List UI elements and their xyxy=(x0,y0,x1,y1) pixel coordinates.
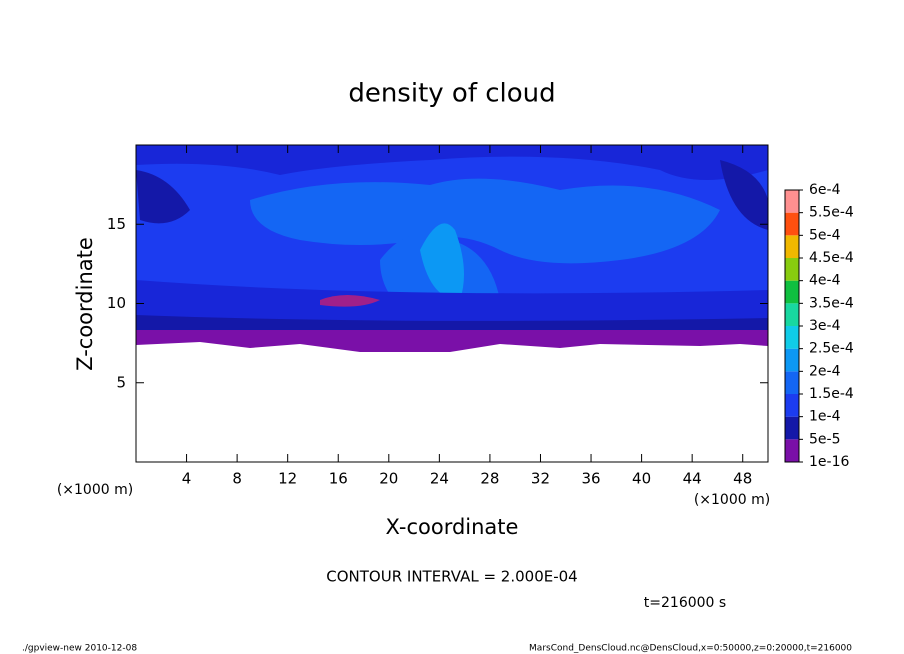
x-tick-label: 8 xyxy=(232,470,242,488)
footer-left: ./gpview-new 2010-12-08 xyxy=(22,644,137,654)
x-tick-label: 32 xyxy=(531,470,550,488)
colorbar-label: 5e-4 xyxy=(809,227,841,243)
colorbar-label: 1e-4 xyxy=(809,409,841,425)
x-unit: (×1000 m) xyxy=(694,492,770,508)
colorbar-box xyxy=(785,371,799,394)
colorbar-box xyxy=(785,439,799,462)
colorbar-box xyxy=(785,303,799,326)
colorbar-box xyxy=(785,394,799,417)
colorbar-label: 2e-4 xyxy=(809,363,841,379)
contour-interval: CONTOUR INTERVAL = 2.000E-04 xyxy=(326,568,577,586)
colorbar-box xyxy=(785,416,799,440)
x-tick-label: 4 xyxy=(182,470,192,488)
x-tick-label: 24 xyxy=(430,470,449,488)
x-tick-label: 20 xyxy=(379,470,398,488)
colorbar-box xyxy=(785,258,799,281)
colorbar-label: 5.5e-4 xyxy=(809,205,854,221)
colorbar-label: 1e-16 xyxy=(809,454,849,470)
colorbar-box xyxy=(785,212,799,236)
footer-right: MarsCond_DensCloud.nc@DensCloud,x=0:5000… xyxy=(529,644,852,654)
x-tick-label: 28 xyxy=(480,470,499,488)
colorbar-box xyxy=(785,190,799,213)
colorbar-label: 1.5e-4 xyxy=(809,386,854,402)
chart-title: density of cloud xyxy=(348,79,555,109)
colorbar-label: 2.5e-4 xyxy=(809,341,854,357)
colorbar-label: 5e-5 xyxy=(809,431,840,447)
colorbar-label: 3.5e-4 xyxy=(809,295,854,311)
y-tick-label: 15 xyxy=(107,215,126,233)
colorbar-box xyxy=(785,326,799,349)
x-axis-label: X-coordinate xyxy=(386,515,519,539)
colorbar-box xyxy=(785,280,799,304)
y-tick-label: 5 xyxy=(116,373,126,391)
colorbar-box xyxy=(785,235,799,258)
x-tick-label: 36 xyxy=(581,470,600,488)
y-tick-label: 10 xyxy=(107,294,126,312)
time-label: t=216000 s xyxy=(644,595,726,611)
colorbar-label: 4e-4 xyxy=(809,273,841,289)
y-unit: (×1000 m) xyxy=(57,482,133,498)
colorbar-label: 4.5e-4 xyxy=(809,250,854,266)
colorbar-label: 6e-4 xyxy=(809,182,841,198)
contour-field xyxy=(136,145,768,462)
x-tick-label: 12 xyxy=(278,470,297,488)
x-tick-label: 48 xyxy=(733,470,752,488)
x-tick-label: 44 xyxy=(683,470,702,488)
y-axis-label: Z-coordinate xyxy=(73,237,97,371)
colorbar-label: 3e-4 xyxy=(809,318,841,334)
x-tick-label: 16 xyxy=(329,470,348,488)
x-tick-label: 40 xyxy=(632,470,651,488)
colorbar-box xyxy=(785,348,799,372)
